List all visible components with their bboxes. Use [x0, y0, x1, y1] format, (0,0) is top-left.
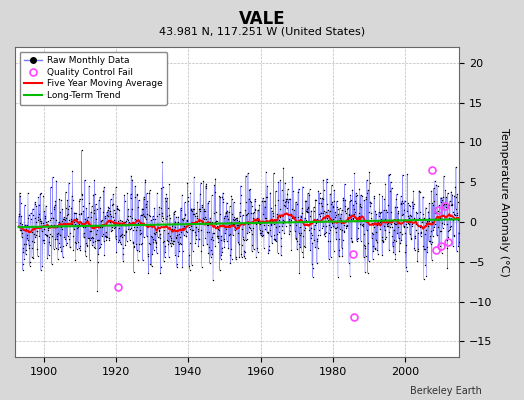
Legend: Raw Monthly Data, Quality Control Fail, Five Year Moving Average, Long-Term Tren: Raw Monthly Data, Quality Control Fail, …	[19, 52, 167, 105]
Text: Berkeley Earth: Berkeley Earth	[410, 386, 482, 396]
Y-axis label: Temperature Anomaly (°C): Temperature Anomaly (°C)	[499, 128, 509, 276]
Text: 43.981 N, 117.251 W (United States): 43.981 N, 117.251 W (United States)	[159, 26, 365, 36]
Text: VALE: VALE	[239, 10, 285, 28]
